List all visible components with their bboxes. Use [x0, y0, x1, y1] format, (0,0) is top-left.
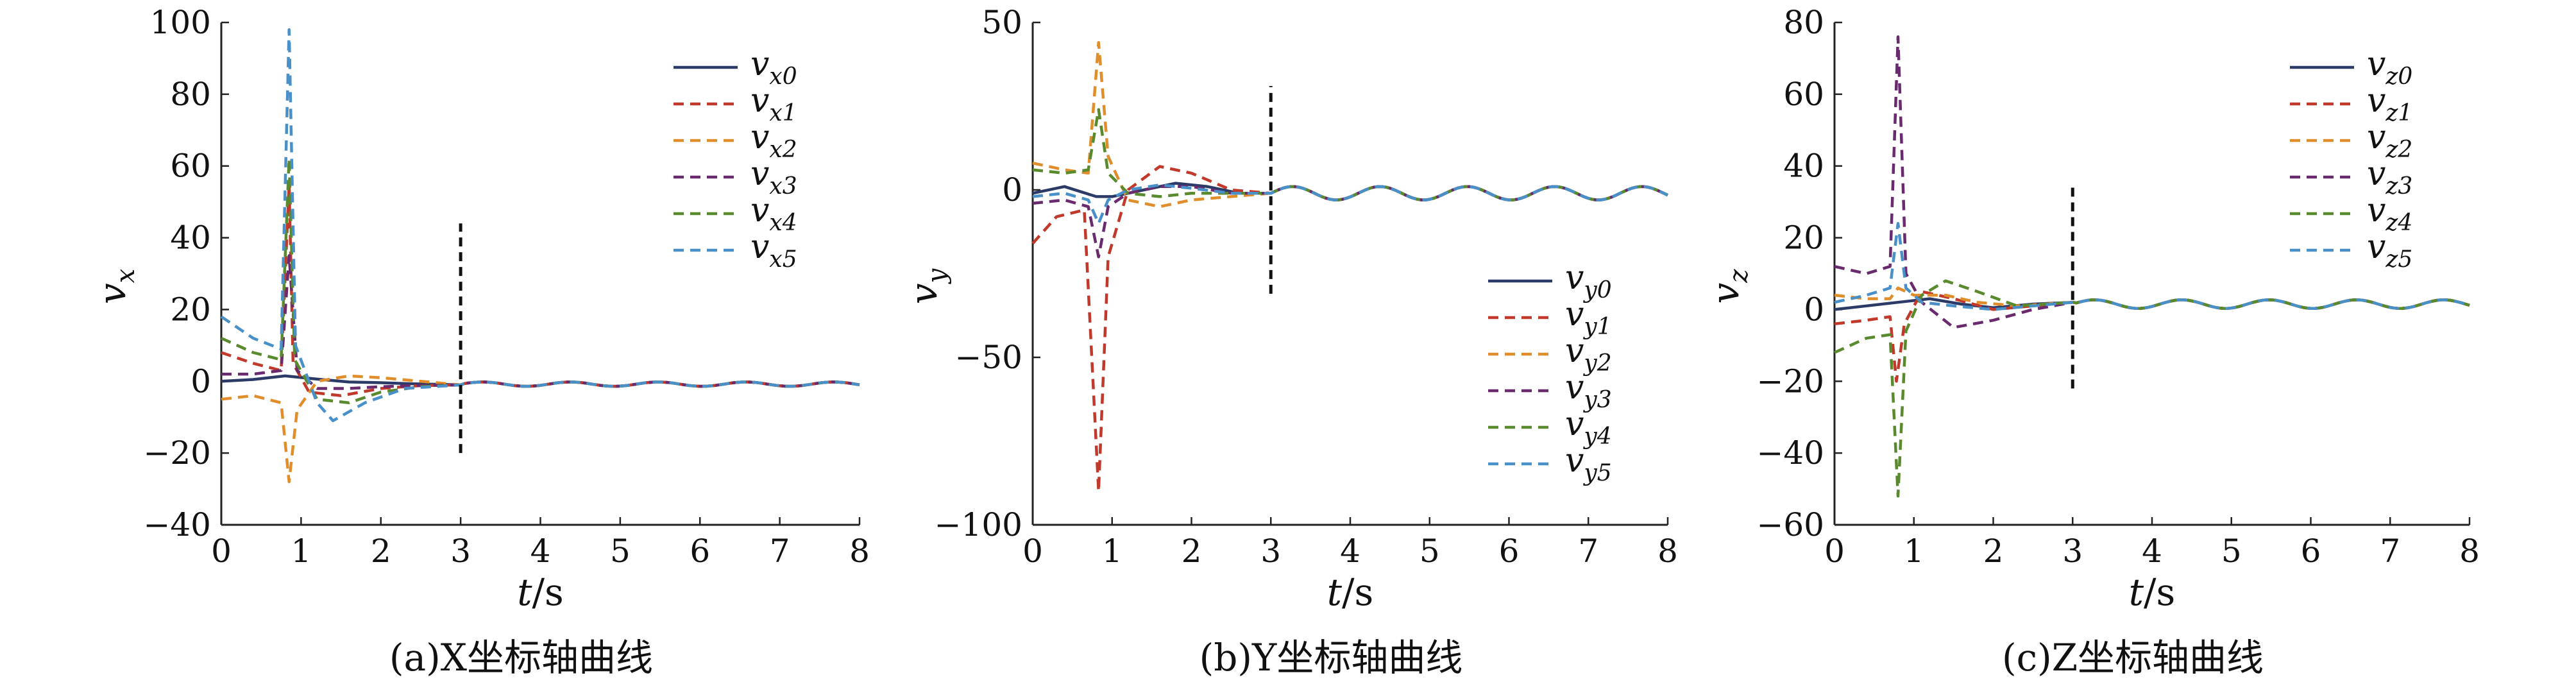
figure-caption: (b)Y坐标轴曲线 — [1199, 636, 1463, 679]
legend-label: vz4 — [2367, 191, 2412, 236]
series-line-vy5 — [1032, 183, 1668, 225]
legend-label: vy5 — [1565, 441, 1612, 486]
x-tick-label: 0 — [211, 533, 232, 570]
y-axis-label: vz — [1704, 269, 1754, 304]
series-line-vy4 — [1032, 108, 1668, 201]
figure-caption: (c)Z坐标轴曲线 — [2002, 636, 2264, 679]
legend-label: vx3 — [750, 155, 797, 200]
y-tick-label: −20 — [143, 434, 211, 472]
series-line-vz4 — [1834, 279, 2470, 498]
x-tick-label: 5 — [1419, 533, 1440, 570]
chart-panel-b: 0 1 2 3 4 5 6 7 8 −100 −50 0 50 t/s vy vy0vy1vy2vy3vy4v… — [902, 4, 1678, 679]
legend-label: vx5 — [750, 228, 797, 273]
x-tick-label: 8 — [2459, 533, 2480, 570]
x-tick-label: 4 — [2142, 533, 2162, 570]
x-tick-label: 7 — [2380, 533, 2400, 570]
y-tick-label: −40 — [143, 506, 211, 543]
x-tick-label: 3 — [450, 533, 471, 570]
y-tick-label: −50 — [954, 339, 1022, 376]
legend-label: vz2 — [2367, 118, 2412, 163]
y-tick-label: 60 — [1783, 76, 1824, 113]
legend-label: vy0 — [1565, 259, 1612, 303]
y-tick-label: 40 — [170, 219, 211, 257]
x-tick-label: 4 — [1340, 533, 1360, 570]
x-tick-label: 8 — [1657, 533, 1678, 570]
x-axis-label: t/s — [1327, 570, 1374, 614]
x-tick-label: 1 — [291, 533, 311, 570]
x-tick-label: 3 — [1260, 533, 1281, 570]
y-tick-label: 80 — [1783, 4, 1824, 41]
series-line-vz5 — [1834, 221, 2470, 311]
y-tick-label: 0 — [1804, 291, 1824, 328]
x-tick-label: 1 — [1102, 533, 1123, 570]
x-tick-label: 0 — [1824, 533, 1845, 570]
y-tick-label: −40 — [1756, 434, 1824, 472]
x-tick-label: 4 — [530, 533, 551, 570]
y-tick-label: −60 — [1756, 506, 1824, 543]
x-tick-label: 5 — [610, 533, 631, 570]
y-tick-label: 0 — [1002, 171, 1022, 209]
x-axis-label: t/s — [517, 570, 564, 614]
y-tick-label: 60 — [170, 148, 211, 185]
legend-label: vy4 — [1565, 405, 1612, 450]
legend-label: vx2 — [750, 118, 797, 163]
series-line-vy2 — [1032, 41, 1668, 209]
x-tick-label: 2 — [1983, 533, 2004, 570]
x-tick-label: 7 — [770, 533, 790, 570]
x-tick-label: 6 — [1499, 533, 1520, 570]
y-tick-label: −100 — [935, 506, 1022, 543]
y-tick-label: 20 — [170, 291, 211, 328]
y-tick-label: −20 — [1756, 362, 1824, 400]
y-axis-label: vy — [902, 268, 952, 304]
x-tick-label: 2 — [371, 533, 391, 570]
x-tick-label: 6 — [690, 533, 710, 570]
legend-label: vz5 — [2367, 228, 2412, 273]
series-line-vx3 — [221, 254, 860, 390]
legend-label: vz0 — [2367, 45, 2412, 90]
legend-label: vx0 — [750, 45, 797, 90]
x-tick-label: 8 — [849, 533, 870, 570]
chart-panel-a: 0 1 2 3 4 5 6 7 8−40−20020406080100t/svxvx0vx1vx… — [90, 4, 870, 679]
x-tick-label: 2 — [1182, 533, 1202, 570]
legend-label: vy2 — [1565, 332, 1612, 377]
x-tick-label: 3 — [2062, 533, 2083, 570]
legend-label: vx1 — [750, 81, 797, 126]
x-tick-label: 7 — [1578, 533, 1598, 570]
y-tick-label: 0 — [191, 362, 211, 400]
legend-label: vz1 — [2367, 81, 2412, 126]
legend-label: vy1 — [1565, 295, 1612, 340]
y-axis-label: vx — [90, 269, 140, 304]
y-tick-label: 100 — [150, 4, 211, 41]
x-tick-label: 0 — [1022, 533, 1043, 570]
legend-label: vy3 — [1565, 368, 1612, 413]
x-tick-label: 1 — [1904, 533, 1924, 570]
figure-caption: (a)X坐标轴曲线 — [389, 636, 653, 679]
x-tick-label: 5 — [2221, 533, 2242, 570]
x-axis-label: t/s — [2129, 570, 2176, 614]
y-tick-label: 50 — [981, 4, 1022, 41]
y-tick-label: 40 — [1783, 148, 1824, 185]
legend-label: vx4 — [750, 191, 797, 236]
y-tick-label: 80 — [170, 76, 211, 113]
legend-label: vz3 — [2367, 155, 2412, 200]
x-tick-label: 6 — [2301, 533, 2321, 570]
series-line-vx5 — [220, 28, 860, 423]
y-tick-label: 20 — [1783, 219, 1824, 257]
chart-panel-c: 0 1 2 3 4 5 6 7 8−60−40−20020406080t/svzvz0vz1vz… — [1704, 4, 2480, 679]
